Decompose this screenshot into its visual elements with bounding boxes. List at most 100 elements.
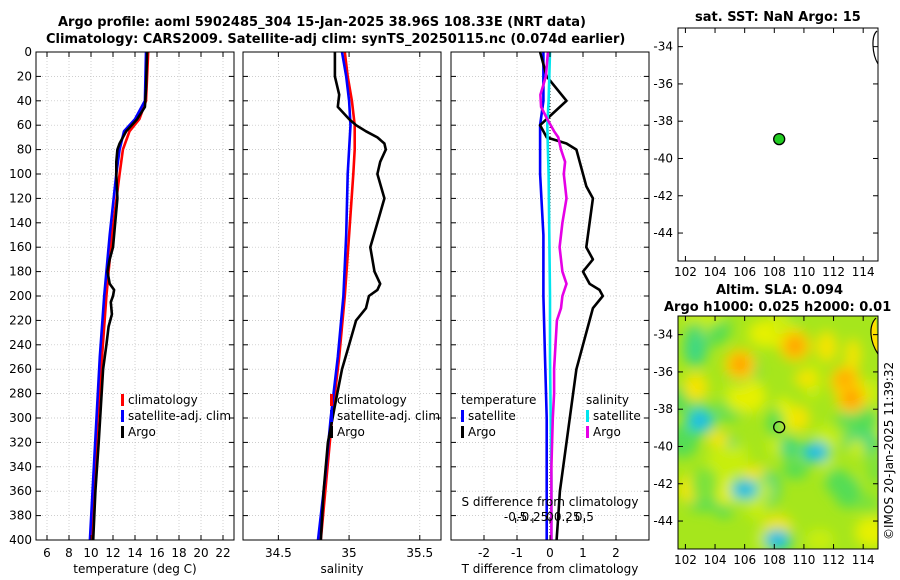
y-tick-label: 220 xyxy=(9,313,32,327)
figure-title-line1: Argo profile: aoml 5902485_304 15-Jan-20… xyxy=(58,15,586,30)
s-axis-label: S difference from climatology xyxy=(462,495,639,509)
map-x-tick-label: 104 xyxy=(704,553,727,567)
sla-patch xyxy=(690,467,719,503)
y-tick-label: 200 xyxy=(9,289,32,303)
y-tick-label: 380 xyxy=(9,509,32,523)
sla-patch xyxy=(855,516,878,548)
map-x-tick-label: 110 xyxy=(792,553,815,567)
sla-patch xyxy=(683,331,708,367)
legend-swatch xyxy=(121,394,124,406)
legend-entry: satellite xyxy=(468,409,516,423)
legend-swatch xyxy=(121,426,124,438)
series-line-salinity-argo xyxy=(539,51,568,540)
legend-entry: Argo xyxy=(128,425,156,439)
map-y-tick-label: -34 xyxy=(653,328,673,342)
sla-patch xyxy=(833,473,862,509)
y-tick-label: 360 xyxy=(9,484,32,498)
legend-swatch xyxy=(461,426,464,438)
sla-map-panel: 102 104 106 108 110 112 114 -34 -36 -38 -40 -42 -44 xyxy=(653,315,879,567)
argo-location-marker xyxy=(773,132,786,146)
y-tick-label: 80 xyxy=(17,143,32,157)
x-axis-label: T difference from climatology xyxy=(461,562,639,576)
legend-entry: Argo xyxy=(468,425,496,439)
y-tick-label: 240 xyxy=(9,338,32,352)
sla-low-core xyxy=(737,484,752,495)
legend-swatch xyxy=(121,410,124,422)
y-tick-label: 140 xyxy=(9,216,32,230)
legend-swatch xyxy=(330,394,333,406)
legend-entry: Argo xyxy=(593,425,621,439)
legend-entry: satellite-adj. clim xyxy=(128,409,231,423)
x-tick-label: 14 xyxy=(127,546,142,560)
legend-entry: climatology xyxy=(337,393,407,407)
sla-high-core xyxy=(843,389,860,408)
sla-patch xyxy=(805,528,834,549)
map-x-tick-label: 112 xyxy=(822,265,845,279)
sla-low-core xyxy=(808,447,823,458)
y-tick-label: 20 xyxy=(17,69,32,83)
map-y-tick-label: -42 xyxy=(653,189,673,203)
map2-title-line2: Argo h1000: 0.025 h2000: 0.01 xyxy=(664,300,892,315)
map-x-tick-label: 106 xyxy=(733,265,756,279)
y-tick-label: 0 xyxy=(24,45,32,59)
x-tick-label: 16 xyxy=(149,546,164,560)
x-tick-label: 6 xyxy=(43,546,51,560)
legend-swatch xyxy=(461,410,464,422)
y-tick-label: 60 xyxy=(17,118,32,132)
s-tick-label: 0.5 xyxy=(575,510,594,524)
x-tick-label: 20 xyxy=(193,546,208,560)
s-tick-label: 0.25 xyxy=(554,510,581,524)
temperature-panel: 6 8 10 12 14 16 18 20 22020406080100120140160180… xyxy=(9,45,235,576)
map-y-tick-label: -44 xyxy=(653,226,673,240)
y-tick-label: 320 xyxy=(9,435,32,449)
legend-entry: climatology xyxy=(128,393,198,407)
legend-heading: salinity xyxy=(586,393,629,407)
sla-patch xyxy=(780,436,799,461)
x-tick-label: 34.5 xyxy=(265,546,292,560)
sla-low-core xyxy=(770,534,785,545)
x-tick-label: -2 xyxy=(478,546,490,560)
y-tick-label: 40 xyxy=(17,94,32,108)
map-y-tick-label: -40 xyxy=(653,151,673,165)
x-tick-label: 1 xyxy=(579,546,587,560)
y-tick-label: 300 xyxy=(9,411,32,425)
x-tick-label: 22 xyxy=(215,546,230,560)
legend-heading: temperature xyxy=(461,393,536,407)
series-line-temperature-satellite xyxy=(538,52,549,540)
y-tick-label: 180 xyxy=(9,265,32,279)
map-x-tick-label: 102 xyxy=(674,553,697,567)
map-y-tick-label: -40 xyxy=(653,439,673,453)
map-x-tick-label: 114 xyxy=(852,553,875,567)
map-x-tick-label: 106 xyxy=(733,553,756,567)
map-x-tick-label: 112 xyxy=(822,553,845,567)
x-tick-label: 2 xyxy=(612,546,620,560)
map-y-tick-label: -38 xyxy=(653,114,673,128)
map-x-tick-label: 108 xyxy=(763,265,786,279)
sla-patch xyxy=(683,372,708,402)
sla-patch xyxy=(794,369,818,388)
y-tick-label: 160 xyxy=(9,240,32,254)
difference-panel: -2 -1 0 1 2 T difference from climatology -0.5… xyxy=(450,51,650,576)
series-line-argo xyxy=(91,51,149,541)
sla-field xyxy=(678,316,878,549)
sla-patch xyxy=(847,438,866,459)
x-tick-label: 35.5 xyxy=(406,546,433,560)
x-tick-label: -1 xyxy=(511,546,523,560)
map-x-tick-label: 102 xyxy=(674,265,697,279)
y-tick-label: 280 xyxy=(9,387,32,401)
x-tick-label: 18 xyxy=(171,546,186,560)
sla-patch xyxy=(730,380,767,413)
series-line-argo xyxy=(319,52,388,541)
sla-patch xyxy=(731,445,749,474)
legend-swatch xyxy=(586,426,589,438)
map-y-tick-label: -36 xyxy=(653,365,673,379)
sla-low-core xyxy=(693,415,708,426)
y-tick-label: 340 xyxy=(9,460,32,474)
sla-patch xyxy=(844,338,861,372)
coastline xyxy=(872,30,879,65)
coastline xyxy=(870,317,879,355)
legend-swatch xyxy=(330,426,333,438)
x-axis-label: salinity xyxy=(320,562,363,576)
x-tick-label: 8 xyxy=(65,546,73,560)
